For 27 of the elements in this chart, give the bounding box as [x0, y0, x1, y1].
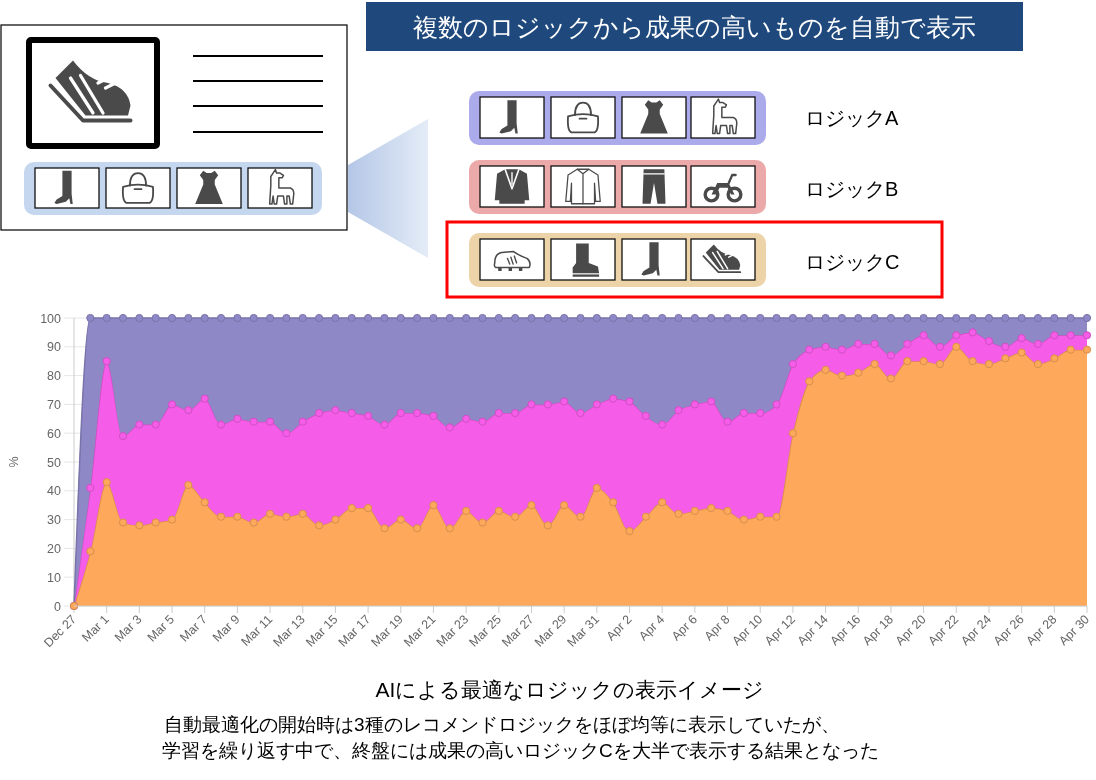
text: ロジックC [805, 251, 900, 273]
x-tick-label: Mar 3 [111, 612, 145, 645]
y-tick-label: 70 [47, 397, 62, 412]
text: AIによる最適なロジックの表示イメージ [375, 678, 765, 701]
text: ロジックB [805, 178, 899, 200]
x-tick-label: Apr 6 [668, 612, 701, 644]
y-tick-label: 20 [47, 541, 62, 556]
y-tick-label: 10 [47, 570, 62, 585]
x-tick-label: Apr 2 [603, 612, 635, 644]
y-axis-title: % [7, 456, 21, 468]
y-tick-label: 40 [47, 484, 62, 499]
chart-title: 複数のロジックから成果の高いものを自動で表示 [413, 13, 976, 41]
x-tick-label: Dec 27 [41, 612, 80, 651]
y-tick-label: 80 [47, 369, 62, 384]
text: 自動最適化の開始時は3種のレコメンドロジックをほぼ均等に表示していたが、 [164, 714, 840, 735]
text: 学習を繰り返す中で、終盤には成果の高いロジックCを大半で表示する結果となった [162, 740, 879, 761]
y-tick-label: 30 [47, 513, 62, 528]
x-tick-label: Mar 7 [177, 612, 210, 645]
x-tick-label: Mar 1 [79, 612, 112, 645]
y-tick-label: 100 [40, 311, 62, 326]
y-tick-label: 50 [47, 455, 62, 470]
text: ロジックA [805, 107, 899, 129]
y-tick-label: 60 [47, 426, 62, 441]
x-tick-label: Mar 5 [144, 612, 178, 645]
y-tick-label: 90 [47, 340, 62, 355]
y-tick-label: 0 [54, 599, 62, 614]
x-tick-label: Apr 4 [636, 612, 668, 644]
